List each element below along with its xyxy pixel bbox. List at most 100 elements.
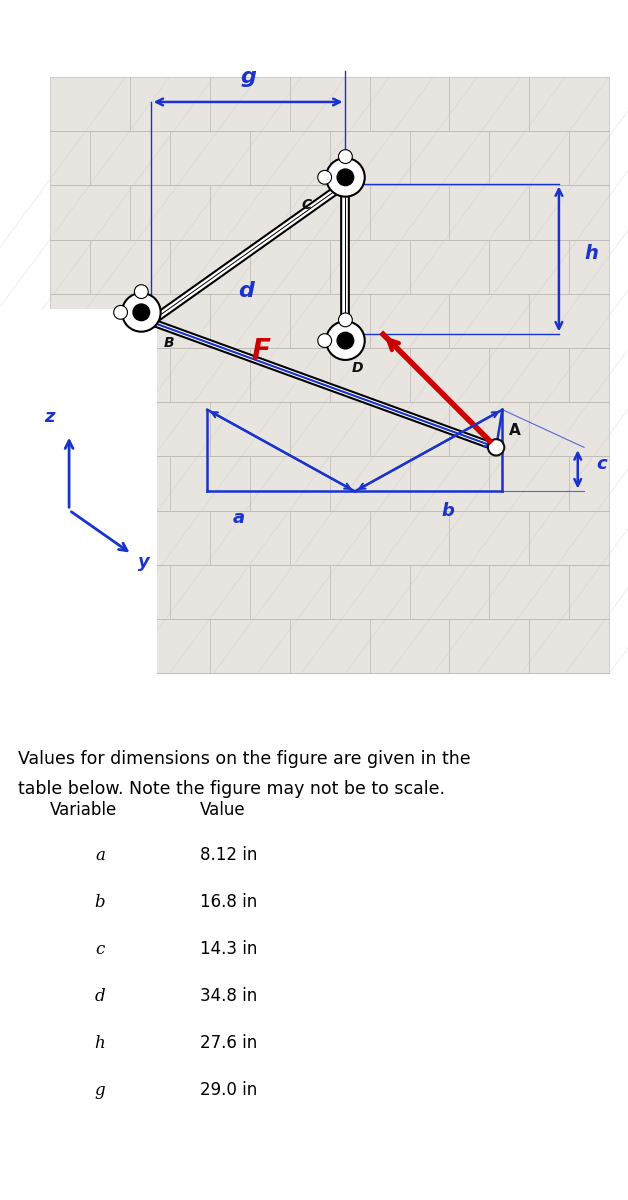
Bar (290, 511, 370, 565)
Bar (90, 565, 170, 619)
Bar (370, 402, 450, 456)
Text: 29.0 in: 29.0 in (200, 1081, 257, 1099)
Circle shape (133, 304, 149, 320)
Bar (569, 456, 609, 511)
Bar (50, 619, 130, 673)
Circle shape (326, 322, 365, 360)
Bar (210, 511, 290, 565)
Bar (409, 240, 489, 294)
Bar (529, 294, 609, 348)
Text: a: a (95, 847, 105, 864)
Bar (450, 294, 529, 348)
Bar (569, 565, 609, 619)
Bar (50, 185, 130, 240)
Bar (210, 185, 290, 240)
Text: b: b (95, 894, 106, 911)
Circle shape (114, 306, 127, 319)
Bar (409, 456, 489, 511)
Bar (250, 565, 330, 619)
Text: d: d (239, 281, 254, 301)
Bar (529, 185, 609, 240)
Bar (290, 402, 370, 456)
Bar (50, 240, 90, 294)
Bar (450, 402, 529, 456)
Text: z: z (44, 408, 55, 426)
Bar (50, 402, 130, 456)
Bar (330, 348, 409, 402)
Text: c: c (597, 455, 607, 473)
Bar (130, 77, 210, 131)
Text: 27.6 in: 27.6 in (200, 1034, 257, 1052)
Bar (130, 402, 210, 456)
Bar (90, 240, 170, 294)
Bar (450, 619, 529, 673)
Bar (50, 77, 130, 131)
Text: 34.8 in: 34.8 in (200, 986, 257, 1006)
Bar (370, 185, 450, 240)
Text: C: C (301, 198, 311, 211)
Bar (250, 456, 330, 511)
Bar (370, 511, 450, 565)
Text: 16.8 in: 16.8 in (200, 893, 257, 911)
Bar (210, 294, 290, 348)
Text: 8.12 in: 8.12 in (200, 846, 257, 864)
Text: F: F (251, 337, 270, 366)
Bar (50, 456, 90, 511)
Bar (170, 456, 250, 511)
Text: g: g (95, 1082, 106, 1099)
Bar (330, 131, 409, 185)
Bar (90, 456, 170, 511)
Text: table below. Note the figure may not be to scale.: table below. Note the figure may not be … (18, 780, 445, 798)
Bar (330, 456, 409, 511)
Bar (529, 619, 609, 673)
Bar (290, 185, 370, 240)
Bar (489, 565, 569, 619)
Bar (409, 348, 489, 402)
Bar (130, 619, 210, 673)
Bar (290, 619, 370, 673)
Bar (569, 348, 609, 402)
Text: h: h (95, 1034, 106, 1052)
Bar (170, 240, 250, 294)
Bar (210, 402, 290, 456)
Text: D: D (352, 361, 363, 374)
Circle shape (338, 313, 352, 326)
Bar (90, 348, 170, 402)
Text: Value: Value (200, 802, 246, 818)
Text: c: c (95, 941, 105, 958)
Circle shape (318, 334, 332, 348)
Bar (489, 348, 569, 402)
Text: g: g (240, 67, 256, 88)
Bar (210, 619, 290, 673)
Bar (210, 77, 290, 131)
Bar (489, 240, 569, 294)
Text: b: b (441, 503, 454, 521)
Bar (330, 565, 409, 619)
Bar (250, 131, 330, 185)
Text: A: A (509, 422, 521, 438)
Bar (170, 131, 250, 185)
Bar (569, 240, 609, 294)
Text: d: d (95, 988, 106, 1006)
Bar (529, 77, 609, 131)
Text: B: B (163, 336, 174, 350)
Circle shape (337, 169, 354, 186)
Bar (330, 240, 409, 294)
Circle shape (326, 158, 365, 197)
Circle shape (134, 284, 148, 299)
Bar (290, 294, 370, 348)
Bar (409, 131, 489, 185)
Text: Values for dimensions on the figure are given in the: Values for dimensions on the figure are … (18, 750, 470, 768)
Circle shape (318, 170, 332, 185)
Bar (250, 348, 330, 402)
Bar (370, 619, 450, 673)
Bar (290, 77, 370, 131)
Bar (130, 511, 210, 565)
Bar (569, 131, 609, 185)
Bar (250, 240, 330, 294)
Bar (370, 294, 450, 348)
Bar (50, 348, 90, 402)
Text: Variable: Variable (50, 802, 117, 818)
Bar (489, 131, 569, 185)
Text: h: h (584, 244, 598, 263)
